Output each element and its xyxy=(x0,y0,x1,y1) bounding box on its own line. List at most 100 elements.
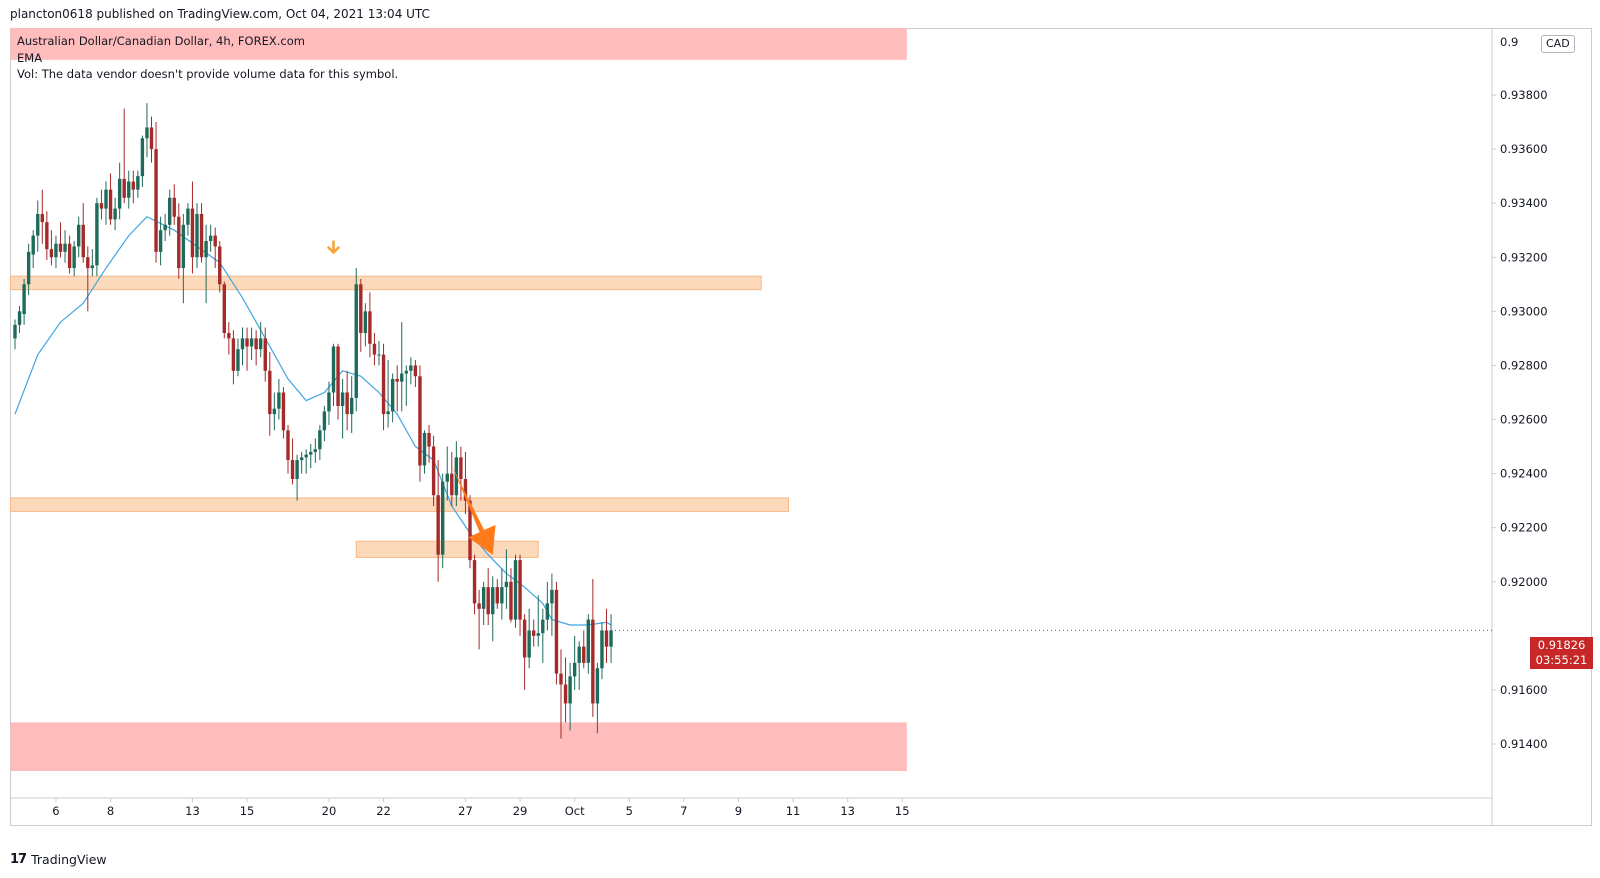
symbol-line[interactable]: Australian Dollar/Canadian Dollar, 4h, F… xyxy=(17,34,305,48)
candle-body xyxy=(245,338,249,347)
candle-body xyxy=(136,176,140,190)
candle-body xyxy=(336,346,340,406)
candle xyxy=(322,405,327,442)
ema-indicator-label[interactable]: EMA xyxy=(17,50,43,65)
candle-body xyxy=(586,619,590,663)
candle xyxy=(17,305,22,333)
candle-body xyxy=(113,208,117,220)
time-tick-label: 13 xyxy=(840,804,855,818)
footer-brand[interactable]: 17 TradingView xyxy=(10,852,107,867)
candle xyxy=(441,473,445,569)
candle-body xyxy=(577,646,581,663)
candle xyxy=(486,568,490,626)
candle xyxy=(554,581,559,685)
candle-body xyxy=(199,213,204,258)
ema-layer xyxy=(14,215,612,626)
candle xyxy=(204,224,208,304)
candle-body xyxy=(213,235,217,247)
candle xyxy=(509,568,513,623)
candle xyxy=(518,554,522,636)
candle-body xyxy=(72,246,76,269)
candle-body xyxy=(450,473,454,496)
candle xyxy=(177,203,181,279)
candle xyxy=(504,549,509,609)
candle xyxy=(218,241,222,293)
candle xyxy=(422,430,427,474)
ema-line xyxy=(14,215,612,626)
candle xyxy=(122,108,126,204)
candle-body xyxy=(500,587,504,604)
candle xyxy=(277,378,281,420)
time-tick-label: 13 xyxy=(185,804,200,818)
candle xyxy=(568,662,572,731)
time-tick-label: 5 xyxy=(626,804,633,818)
candle-body xyxy=(204,241,208,258)
candle-body xyxy=(431,446,436,496)
annotation-layer xyxy=(327,240,496,555)
candle xyxy=(522,614,527,690)
candle-body xyxy=(127,181,131,198)
price-tick-label: 0.92000 xyxy=(1500,575,1548,589)
candle-body xyxy=(208,235,213,242)
price-tick-label: 0.93400 xyxy=(1500,196,1548,210)
price-axis-partial-label: 0.9 xyxy=(1500,35,1518,49)
candle xyxy=(400,322,404,412)
candle-body xyxy=(322,411,327,431)
candle-body xyxy=(240,338,245,350)
candle xyxy=(445,446,449,501)
candle xyxy=(359,278,363,352)
candle-body xyxy=(22,284,26,315)
candle-body xyxy=(541,619,545,634)
time-tick-label: Oct xyxy=(565,804,585,818)
candle xyxy=(577,641,581,690)
candle-body xyxy=(368,311,372,344)
candle-body xyxy=(463,478,468,501)
price-tick-label: 0.93200 xyxy=(1500,250,1548,264)
candle xyxy=(213,227,217,269)
candle-body xyxy=(286,430,290,461)
candle-body xyxy=(26,251,31,285)
candle-body xyxy=(563,684,568,704)
candle xyxy=(527,608,531,669)
time-tick-label: 29 xyxy=(513,804,528,818)
candle-body xyxy=(559,673,563,685)
candle-body xyxy=(604,630,609,647)
candle-body xyxy=(481,587,486,609)
candle-body xyxy=(472,560,477,604)
candle xyxy=(304,449,308,474)
candle xyxy=(222,281,226,339)
marker-icon xyxy=(327,240,340,255)
candle-body xyxy=(518,560,522,620)
candle xyxy=(136,170,140,198)
candle xyxy=(513,554,518,628)
candle-body xyxy=(381,354,386,415)
candle-body xyxy=(404,370,408,374)
candle-body xyxy=(158,230,163,252)
candle-body xyxy=(522,619,527,658)
candle xyxy=(36,200,40,252)
candle xyxy=(500,568,504,620)
candle-body xyxy=(513,560,518,620)
candle-body xyxy=(218,246,222,285)
candle xyxy=(140,135,145,187)
candle-body xyxy=(572,662,577,677)
candle-body xyxy=(254,338,258,350)
candle-body xyxy=(77,224,81,247)
candle xyxy=(26,243,31,296)
candle-body xyxy=(609,630,613,647)
candle xyxy=(45,211,49,260)
candle xyxy=(309,443,313,469)
candle-body xyxy=(140,138,145,177)
candle-body xyxy=(363,311,368,333)
candle xyxy=(331,343,336,406)
candle xyxy=(586,614,590,674)
candle-body xyxy=(236,349,240,371)
candles-layer xyxy=(13,103,613,739)
candle xyxy=(13,319,17,350)
candle-body xyxy=(86,257,90,269)
currency-badge[interactable]: CAD xyxy=(1541,35,1575,53)
candle xyxy=(40,189,44,244)
candle-body xyxy=(427,433,431,447)
volume-notice: Vol: The data vendor doesn't provide vol… xyxy=(17,67,399,81)
